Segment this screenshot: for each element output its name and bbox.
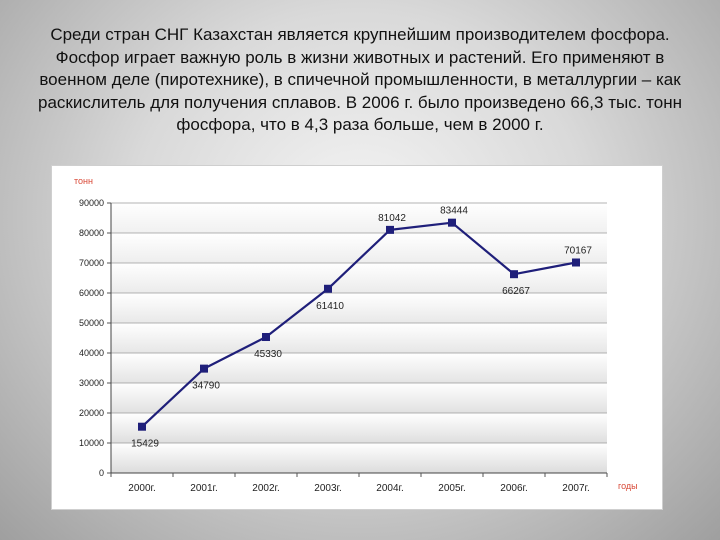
data-point bbox=[386, 225, 394, 234]
x-tick-label: 2005г. bbox=[438, 483, 465, 494]
data-label: 61410 bbox=[316, 301, 344, 312]
plot-band bbox=[111, 263, 607, 293]
data-label: 45330 bbox=[254, 349, 282, 360]
y-tick-label: 70000 bbox=[79, 258, 104, 268]
plot-band bbox=[111, 323, 607, 353]
data-label: 15429 bbox=[131, 439, 159, 450]
data-label: 83444 bbox=[440, 206, 468, 217]
data-point bbox=[510, 270, 518, 279]
x-axis-title: годы bbox=[618, 481, 638, 491]
line-chart: 0 10000 20000 30000 40000 50000 60000 70000 8000… bbox=[79, 198, 608, 494]
plot-band bbox=[111, 353, 607, 383]
y-tick-label: 80000 bbox=[79, 228, 104, 238]
data-label: 66267 bbox=[502, 286, 530, 297]
slide-text: Среди стран СНГ Казахстан является крупн… bbox=[38, 25, 682, 134]
y-tick-label: 30000 bbox=[79, 378, 104, 388]
series-line bbox=[141, 221, 577, 428]
data-label: 81042 bbox=[378, 213, 406, 224]
x-tick-label: 2006г. bbox=[500, 483, 527, 494]
data-label: 70167 bbox=[564, 245, 592, 256]
y-tick-label: 90000 bbox=[79, 198, 104, 208]
x-tick-label: 2003г. bbox=[314, 483, 341, 494]
data-label: 34790 bbox=[192, 381, 220, 392]
data-point bbox=[448, 218, 456, 227]
y-tick-label: 60000 bbox=[79, 288, 104, 298]
x-tick-label: 2000г. bbox=[128, 483, 155, 494]
y-tick-label: 20000 bbox=[79, 408, 104, 418]
y-tick-label: 50000 bbox=[79, 318, 104, 328]
y-axis-title: тонн bbox=[74, 176, 93, 186]
x-tick-label: 2004г. bbox=[376, 483, 403, 494]
plot-band bbox=[111, 383, 607, 413]
data-point bbox=[138, 422, 146, 431]
data-point bbox=[200, 364, 208, 373]
plot-band bbox=[111, 203, 607, 233]
y-tick-label: 10000 bbox=[79, 438, 104, 448]
x-tick-label: 2001г. bbox=[190, 483, 217, 494]
data-point bbox=[262, 333, 270, 342]
x-tick-label: 2007г. bbox=[562, 483, 589, 494]
y-tick-label: 40000 bbox=[79, 348, 104, 358]
plot-band bbox=[111, 443, 607, 473]
x-tick-label: 2002г. bbox=[252, 483, 279, 494]
y-tick-label: 0 bbox=[99, 468, 104, 478]
data-point bbox=[572, 258, 580, 267]
chart-frame: тонн годы 0 10000 20000 30000 40000 50000 6000… bbox=[51, 165, 663, 510]
plot-band bbox=[111, 413, 607, 443]
data-point bbox=[324, 284, 332, 293]
plot-band bbox=[111, 293, 607, 323]
